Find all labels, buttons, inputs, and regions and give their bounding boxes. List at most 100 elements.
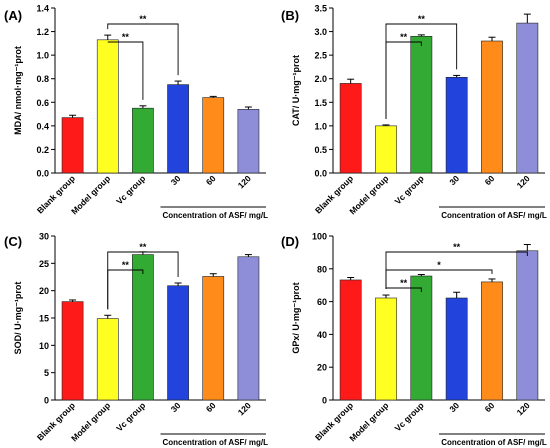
panel-label: (B) (281, 8, 299, 23)
chart-panel-1: (A) 0.0 0.2 0.4 0.6 0.8 1.0 1.2 1.4 MDA/ nmol·mg⁻… (4, 4, 268, 221)
significance-bracket (385, 23, 458, 119)
group-label: Concentration of ASF/ mg/L (163, 211, 269, 220)
y-tick-label: 20 (39, 286, 49, 296)
y-tick-label: 0.5 (314, 145, 327, 155)
y-tick-label: 80 (317, 264, 327, 274)
y-tick-label: 0 (44, 396, 49, 406)
bar (61, 117, 84, 174)
significance-bracket (107, 23, 179, 76)
bar (237, 109, 260, 174)
x-tick-label: Vc group (393, 173, 426, 206)
x-tick-label: 30 (169, 173, 183, 187)
bar (61, 301, 84, 401)
x-tick-label: 60 (483, 173, 497, 187)
bar (375, 297, 397, 401)
significance-label: ** (139, 242, 147, 252)
y-tick-label: 1.2 (36, 27, 49, 37)
x-tick-label: 120 (236, 173, 253, 190)
x-tick-label: 120 (515, 400, 532, 417)
significance-label: ** (122, 32, 130, 42)
significance-label: ** (122, 260, 130, 270)
bar (445, 297, 468, 401)
bar (96, 39, 119, 174)
bar (375, 125, 397, 174)
y-axis-title: GPx/ U·mg⁻¹prot (291, 282, 301, 353)
bar (410, 275, 433, 401)
y-tick-label: 1.0 (36, 51, 49, 61)
bar (481, 40, 503, 174)
significance-label: ** (139, 14, 147, 24)
y-tick-label: 5 (44, 368, 49, 378)
panel-label: (A) (4, 8, 22, 23)
y-tick-label: 0.8 (36, 74, 49, 84)
y-tick-label: 1.0 (314, 121, 327, 131)
y-axis-title: CAT/ U·mg⁻¹prot (291, 55, 301, 126)
y-axis-title: SOD/ U·mg⁻¹prot (13, 282, 23, 355)
y-tick-label: 15 (39, 314, 49, 324)
bar (237, 256, 260, 401)
y-tick-label: 1.5 (314, 98, 327, 108)
significance-bracket (107, 251, 179, 310)
panel-label: (C) (4, 234, 22, 249)
x-tick-label: Vc group (114, 173, 147, 206)
bar (202, 276, 225, 401)
x-tick-label: 120 (515, 173, 532, 190)
y-tick-label: 60 (317, 297, 327, 307)
x-tick-label: 60 (483, 400, 497, 414)
y-tick-label: 2.0 (314, 74, 327, 84)
significance-label: ** (418, 14, 426, 24)
y-tick-label: 0.0 (314, 169, 327, 179)
x-tick-label: 30 (447, 173, 461, 187)
bar (516, 250, 539, 401)
significance-bracket (385, 251, 528, 290)
bar (96, 318, 119, 401)
y-tick-label: 3.0 (314, 27, 327, 37)
significance-bracket (107, 41, 144, 100)
y-tick-label: 40 (317, 330, 327, 340)
y-tick-label: 0 (322, 396, 327, 406)
bar (410, 35, 433, 174)
bar (481, 281, 503, 401)
y-tick-label: 30 (39, 232, 49, 242)
bar (445, 77, 468, 174)
y-tick-label: 20 (317, 363, 327, 373)
y-tick-label: 0.6 (36, 98, 49, 108)
y-tick-label: 1.4 (36, 4, 49, 14)
x-tick-label: Vc group (114, 400, 147, 433)
y-axis-title: MDA/ nmol·mg⁻¹prot (13, 46, 23, 135)
chart-panel-2: (B) 0.0 0.5 1.0 1.5 2.0 2.5 3.0 3.5 CAT/ U·mg⁻¹pr… (281, 4, 547, 221)
y-tick-label: 0.4 (36, 121, 49, 131)
x-tick-label: 120 (236, 400, 253, 417)
bar (167, 84, 189, 174)
y-tick-label: 0.2 (36, 145, 49, 155)
group-label: Concentration of ASF/ mg/L (441, 438, 547, 447)
significance-label: ** (400, 32, 408, 42)
bar (132, 107, 154, 174)
significance-label: * (437, 260, 441, 270)
bar (339, 279, 362, 401)
significance-label: ** (453, 242, 461, 252)
bar (339, 83, 362, 174)
y-tick-label: 0.0 (36, 169, 49, 179)
bar (202, 97, 225, 174)
bar (516, 22, 539, 174)
x-tick-label: 60 (204, 173, 218, 187)
bar (167, 285, 189, 401)
x-tick-label: 30 (169, 400, 183, 414)
y-tick-label: 3.5 (314, 4, 327, 14)
group-label: Concentration of ASF/ mg/L (441, 211, 547, 220)
significance-label: ** (400, 278, 408, 288)
y-tick-label: 25 (39, 259, 49, 269)
y-tick-label: 100 (312, 232, 327, 242)
y-tick-label: 10 (39, 341, 49, 351)
panel-label: (D) (281, 234, 299, 249)
bar (132, 254, 154, 401)
x-tick-label: 30 (447, 400, 461, 414)
y-tick-label: 2.5 (314, 51, 327, 61)
group-label: Concentration of ASF/ mg/L (163, 438, 269, 447)
x-tick-label: 60 (204, 400, 218, 414)
x-tick-label: Vc group (393, 400, 426, 433)
